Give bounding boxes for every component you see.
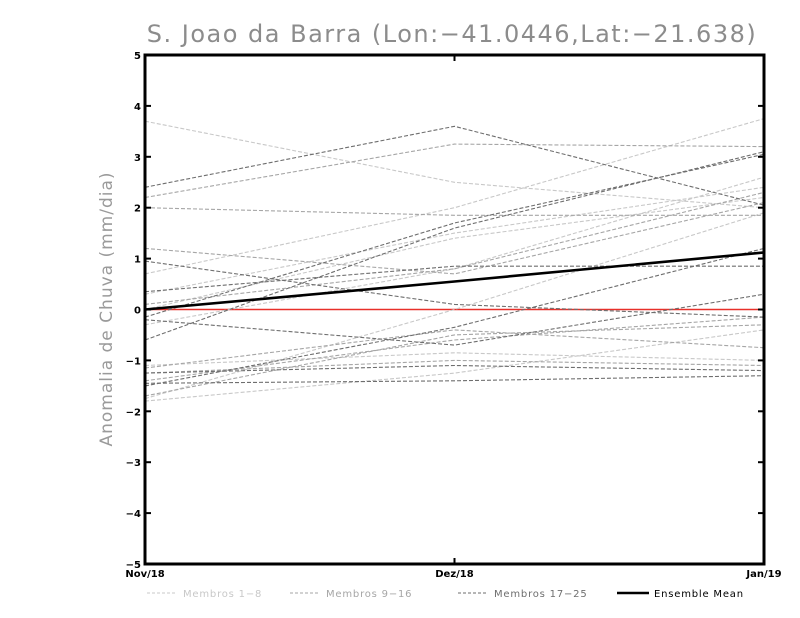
y-tick-label: −2 [126,407,141,418]
y-tick-label: 1 [134,255,141,266]
y-tick-label: −3 [126,458,141,469]
series-line-membro-12 [144,316,765,382]
series-line-membro-18 [144,260,765,318]
legend-label-members_1_8: Membros 1−8 [183,589,262,600]
plot-area [144,118,765,402]
series-line-membro-20 [144,247,765,387]
series-line-membro-23 [144,375,765,384]
series-line-membro-5 [144,329,765,402]
series-line-membro-22 [144,265,764,293]
series-line-membro-1 [144,120,765,209]
legend-label-members_9_16: Membros 9−16 [326,589,412,600]
series-line-membro-9 [144,143,765,199]
series-line-membro-14 [144,359,765,374]
series-line-membro-19 [144,151,765,341]
x-tick-label: Nov/18 [125,569,164,580]
x-tick-label: Dez/18 [435,569,474,580]
y-tick-label: 5 [134,51,141,62]
legend-label-members_17_25: Membros 17−25 [494,589,588,600]
series-line-membro-25 [144,153,765,318]
y-axis: −5 −4 −3 −2 −1 0 1 2 3 4 5 [126,51,764,571]
y-axis-label: Anomalia de Chuva (mm/dia) [97,171,117,446]
series-line-membro-3 [144,196,765,311]
series-line-membro-8 [144,186,765,295]
series-line-membro-24 [144,293,765,346]
chart-title: S. Joao da Barra (Lon:−41.0446,Lat:−21.6… [147,20,757,48]
series-line-membro-15 [144,191,765,305]
series-line-membro-2 [144,118,765,275]
series-line-membro-13 [144,324,765,397]
x-axis: Nov/18 Dez/18 Jan/19 [125,55,782,580]
series-line-membro-10 [144,207,764,216]
series-line-membro-16 [144,329,765,369]
y-tick-label: 0 [134,306,141,317]
series-line-membro-6 [144,176,765,326]
series-line-membro-11 [144,202,765,275]
series-line-membro-4 [144,352,765,367]
y-tick-label: 3 [134,153,141,164]
series-line-membro-17 [144,125,765,206]
y-tick-label: −4 [126,509,141,520]
x-tick-label: Jan/19 [745,569,781,580]
y-tick-label: 4 [134,102,141,113]
y-tick-label: 2 [134,204,141,215]
series-line-membro-21 [144,364,765,374]
ensemble-mean-line [144,251,765,311]
legend: Membros 1−8 Membros 9−16 Membros 17−25 Ense… [147,589,744,600]
legend-label-mean: Ensemble Mean [654,589,744,600]
y-tick-label: −5 [126,560,141,571]
y-tick-label: −1 [126,356,141,367]
